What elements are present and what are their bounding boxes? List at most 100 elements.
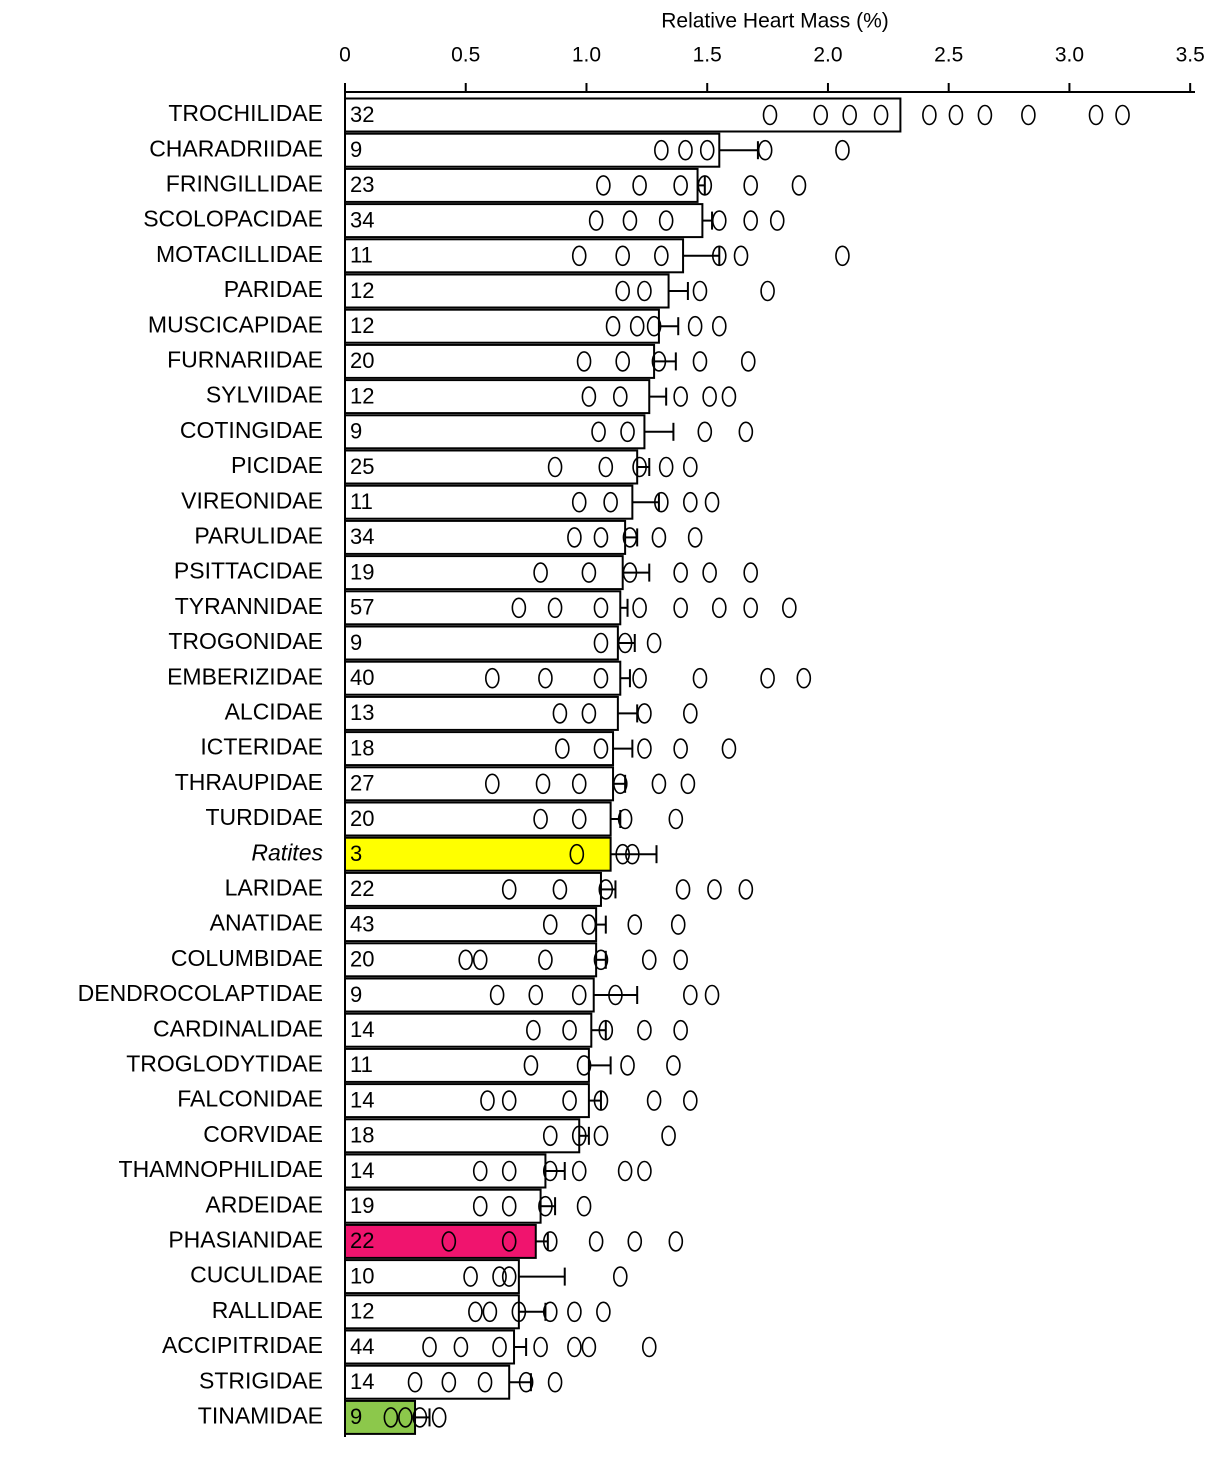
data-point <box>633 598 646 617</box>
bar <box>345 415 644 448</box>
category-label: COTINGIDAE <box>180 417 323 443</box>
data-point <box>660 458 673 477</box>
data-point <box>713 211 726 230</box>
category-label: FALCONIDAE <box>177 1086 323 1112</box>
sample-size: 22 <box>350 876 374 901</box>
category-label: FRINGILLIDAE <box>166 170 323 196</box>
data-point <box>648 1091 661 1110</box>
bar <box>345 99 900 132</box>
data-point <box>739 880 752 899</box>
category-label: DENDROCOLAPTIDAE <box>78 980 323 1006</box>
category-label: CUCULIDAE <box>190 1262 323 1288</box>
data-point <box>949 106 962 125</box>
data-point <box>643 950 656 969</box>
category-label: FURNARIIDAE <box>167 346 323 372</box>
category-label: ACCIPITRIDAE <box>162 1332 323 1358</box>
x-tick-label: 1.5 <box>693 44 722 67</box>
sample-size: 19 <box>350 559 374 584</box>
sample-size: 43 <box>350 911 374 936</box>
data-point <box>638 1162 651 1181</box>
sample-size: 22 <box>350 1228 374 1253</box>
category-label: MOTACILLIDAE <box>156 241 323 267</box>
sample-size: 18 <box>350 735 374 760</box>
sample-size: 14 <box>350 1017 374 1042</box>
bar <box>345 275 669 308</box>
data-point <box>667 1056 680 1075</box>
data-point <box>978 106 991 125</box>
data-point <box>568 1338 581 1357</box>
bar <box>345 873 601 906</box>
category-label: THAMNOPHILIDAE <box>119 1156 323 1182</box>
category-label: TROGONIDAE <box>168 628 323 654</box>
category-label: TINAMIDAE <box>198 1402 323 1428</box>
bar <box>345 1014 591 1047</box>
sample-size: 34 <box>350 524 374 549</box>
bar <box>345 627 618 660</box>
sample-size: 57 <box>350 595 374 620</box>
sample-size: 32 <box>350 102 374 127</box>
data-point <box>669 1232 682 1251</box>
bar <box>345 697 618 730</box>
x-tick-label: 2.5 <box>934 44 963 67</box>
sample-size: 11 <box>350 489 373 514</box>
data-point <box>693 352 706 371</box>
bar <box>345 732 613 765</box>
data-point <box>744 563 757 582</box>
x-tick-label: 0 <box>339 44 351 67</box>
category-label: LARIDAE <box>225 874 323 900</box>
data-point <box>672 915 685 934</box>
data-point <box>674 387 687 406</box>
data-point <box>698 422 711 441</box>
data-point <box>742 352 755 371</box>
data-point <box>582 1338 595 1357</box>
category-label: EMBERIZIDAE <box>167 663 323 689</box>
data-point <box>1022 106 1035 125</box>
data-point <box>706 986 719 1005</box>
sample-size: 18 <box>350 1123 374 1148</box>
data-point <box>923 106 936 125</box>
data-point <box>590 1232 603 1251</box>
bar <box>345 591 620 624</box>
data-point <box>677 880 690 899</box>
data-point <box>708 880 721 899</box>
category-label: TROCHILIDAE <box>168 100 323 126</box>
bar <box>345 345 654 378</box>
category-label: PICIDAE <box>231 452 323 478</box>
sample-size: 9 <box>350 982 362 1007</box>
data-point <box>568 1302 581 1321</box>
bar <box>345 662 620 695</box>
sample-size: 23 <box>350 172 374 197</box>
sample-size: 20 <box>350 947 374 972</box>
category-label: CHARADRIIDAE <box>149 135 323 161</box>
category-label: COLUMBIDAE <box>171 945 323 971</box>
bar <box>345 239 683 272</box>
data-point <box>722 387 735 406</box>
x-tick-label: 2.0 <box>813 44 842 67</box>
sample-size: 9 <box>350 419 362 444</box>
data-point <box>638 739 651 758</box>
data-point <box>534 1338 547 1357</box>
sample-size: 20 <box>350 806 374 831</box>
data-point <box>739 422 752 441</box>
sample-size: 14 <box>350 1158 374 1183</box>
category-label: STRIGIDAE <box>199 1367 323 1393</box>
data-point <box>643 1338 656 1357</box>
data-point <box>674 739 687 758</box>
data-point <box>684 1091 697 1110</box>
sample-size: 3 <box>350 841 362 866</box>
data-point <box>594 1126 607 1145</box>
data-point <box>836 141 849 160</box>
sample-size: 44 <box>350 1334 374 1359</box>
x-tick-label: 0.5 <box>451 44 480 67</box>
sample-size: 9 <box>350 137 362 162</box>
sample-size: 9 <box>350 630 362 655</box>
data-point <box>1116 106 1129 125</box>
category-label: THRAUPIDAE <box>175 769 323 795</box>
data-point <box>689 317 702 336</box>
data-point <box>693 669 706 688</box>
sample-size: 34 <box>350 207 374 232</box>
category-label: PSITTACIDAE <box>174 558 323 584</box>
data-point <box>713 598 726 617</box>
data-point <box>713 317 726 336</box>
data-point <box>744 598 757 617</box>
